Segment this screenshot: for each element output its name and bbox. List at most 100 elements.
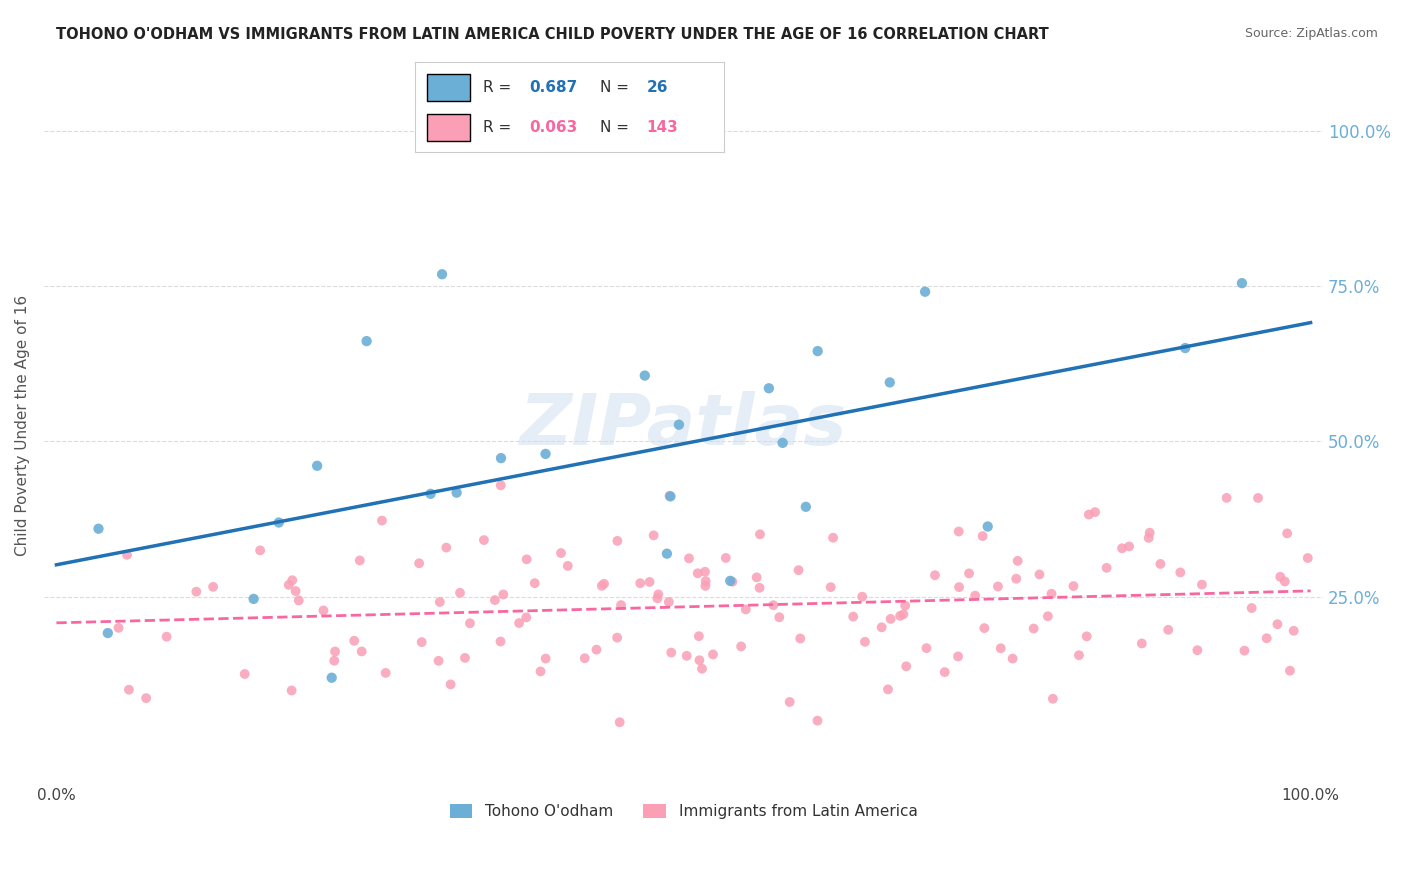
Point bbox=[668, 417, 690, 432]
Point bbox=[534, 447, 557, 461]
Point bbox=[695, 579, 717, 593]
Point bbox=[686, 566, 709, 581]
Point bbox=[87, 522, 110, 536]
FancyBboxPatch shape bbox=[427, 74, 471, 101]
Point bbox=[529, 665, 551, 679]
Point bbox=[307, 458, 329, 473]
Point bbox=[1215, 491, 1237, 505]
Point bbox=[1282, 624, 1305, 638]
Point bbox=[643, 528, 665, 542]
Point bbox=[768, 610, 790, 624]
Point bbox=[155, 630, 177, 644]
Point bbox=[1149, 557, 1171, 571]
Point bbox=[591, 579, 613, 593]
Point bbox=[1022, 622, 1045, 636]
Point bbox=[693, 565, 716, 579]
Point bbox=[889, 608, 911, 623]
Point bbox=[430, 267, 453, 281]
FancyBboxPatch shape bbox=[427, 114, 471, 141]
Point bbox=[1077, 508, 1099, 522]
Point bbox=[186, 584, 208, 599]
Point bbox=[688, 653, 710, 667]
Point bbox=[789, 632, 811, 646]
Point bbox=[1084, 505, 1107, 519]
Text: 143: 143 bbox=[647, 120, 679, 135]
Point bbox=[1187, 643, 1209, 657]
Point bbox=[484, 593, 506, 607]
Point bbox=[489, 451, 512, 466]
Text: R =: R = bbox=[482, 120, 516, 135]
Point bbox=[1062, 579, 1084, 593]
Point bbox=[267, 516, 290, 530]
Point bbox=[1174, 341, 1197, 355]
Point bbox=[349, 553, 371, 567]
Point bbox=[807, 344, 830, 359]
Point bbox=[894, 599, 917, 613]
Point bbox=[659, 489, 682, 503]
Text: 26: 26 bbox=[647, 80, 668, 95]
Point bbox=[948, 580, 970, 594]
Point bbox=[242, 591, 264, 606]
Point bbox=[870, 620, 893, 634]
Point bbox=[977, 519, 1000, 533]
Point bbox=[107, 621, 129, 635]
Point bbox=[1256, 631, 1278, 645]
Text: N =: N = bbox=[600, 80, 634, 95]
Point bbox=[823, 531, 845, 545]
Text: 0.687: 0.687 bbox=[529, 80, 578, 95]
Point bbox=[508, 615, 530, 630]
Point bbox=[647, 587, 669, 601]
Point bbox=[948, 524, 970, 539]
Point bbox=[879, 376, 901, 390]
Point bbox=[550, 546, 572, 560]
Point bbox=[914, 285, 936, 299]
Point bbox=[772, 435, 794, 450]
Point bbox=[675, 648, 697, 663]
Point bbox=[515, 610, 537, 624]
Point bbox=[1233, 643, 1256, 657]
Point bbox=[1230, 276, 1253, 290]
Point bbox=[695, 574, 717, 589]
Point bbox=[202, 580, 225, 594]
Point bbox=[1040, 587, 1063, 601]
Text: 0.063: 0.063 bbox=[529, 120, 578, 135]
Point bbox=[1130, 636, 1153, 650]
Point bbox=[115, 548, 138, 562]
Point bbox=[678, 551, 700, 566]
Point bbox=[655, 547, 678, 561]
Point bbox=[934, 665, 956, 679]
Point bbox=[688, 629, 710, 643]
Point bbox=[658, 489, 681, 503]
Point bbox=[658, 595, 681, 609]
Point bbox=[593, 576, 616, 591]
Point bbox=[1240, 601, 1263, 615]
Point bbox=[718, 574, 741, 588]
Point bbox=[990, 641, 1012, 656]
Point bbox=[284, 584, 307, 599]
Point bbox=[730, 640, 752, 654]
Point bbox=[659, 646, 682, 660]
Point bbox=[1275, 526, 1298, 541]
Point bbox=[1247, 491, 1270, 505]
Point bbox=[1005, 572, 1028, 586]
Point bbox=[946, 649, 969, 664]
Point bbox=[411, 635, 433, 649]
Point bbox=[523, 576, 546, 591]
Point bbox=[1157, 623, 1180, 637]
Point bbox=[356, 334, 378, 348]
Point bbox=[97, 626, 120, 640]
Point bbox=[987, 579, 1010, 593]
Point bbox=[585, 642, 607, 657]
Point bbox=[606, 533, 628, 548]
Point bbox=[851, 590, 873, 604]
Point bbox=[1042, 691, 1064, 706]
Point bbox=[323, 654, 346, 668]
Point bbox=[965, 589, 987, 603]
Text: ZIPatlas: ZIPatlas bbox=[520, 392, 848, 460]
Point bbox=[516, 552, 538, 566]
Point bbox=[429, 595, 451, 609]
Point bbox=[427, 654, 450, 668]
Point bbox=[609, 715, 631, 730]
Point bbox=[350, 644, 373, 658]
Point bbox=[842, 609, 865, 624]
